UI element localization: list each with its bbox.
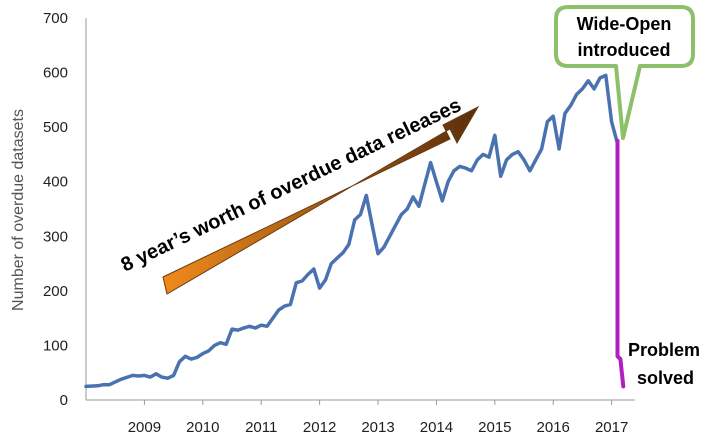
y-tick-label: 100 [43, 337, 68, 354]
x-tick-label: 2010 [186, 419, 219, 436]
x-tick-label: 2013 [361, 419, 394, 436]
y-tick-label: 0 [60, 392, 68, 409]
callout-line-2: introduced [578, 40, 671, 60]
x-tick-label: 2017 [595, 419, 628, 436]
x-tick-label: 2011 [245, 419, 277, 436]
problem-solved-line-1: Problem [628, 340, 700, 360]
y-axis-label: Number of overdue datasets [10, 109, 27, 311]
series-layer [84, 73, 626, 389]
x-axis-ticks: 2009 2010 2011 2012 2013 2014 2015 2016 2017 [128, 400, 628, 436]
trend-arrow: 8 year’s worth of overdue data releases [118, 94, 480, 295]
trend-arrow-shape [162, 105, 480, 295]
y-tick-label: 600 [43, 65, 68, 82]
x-tick-label: 2009 [128, 419, 161, 436]
callout-bubble [554, 5, 695, 140]
y-tick-label: 500 [43, 119, 68, 136]
y-tick-label: 400 [43, 174, 68, 191]
y-axis-ticks: 0 100 200 300 400 500 600 700 [43, 10, 68, 409]
overdue-datasets-line [84, 73, 620, 389]
y-tick-label: 200 [43, 283, 68, 300]
x-tick-label: 2015 [478, 419, 511, 436]
x-tick-label: 2012 [303, 419, 336, 436]
problem-solved-line [615, 138, 626, 389]
callout-line-1: Wide-Open [577, 14, 672, 34]
x-tick-label: 2014 [420, 419, 453, 436]
trend-arrow-label: 8 year’s worth of overdue data releases [118, 94, 465, 276]
problem-solved-line-2: solved [637, 368, 694, 388]
y-tick-label: 300 [43, 228, 68, 245]
y-tick-label: 700 [43, 10, 68, 27]
x-tick-label: 2016 [537, 419, 570, 436]
wide-open-callout: Wide-Open introduced [554, 5, 695, 140]
